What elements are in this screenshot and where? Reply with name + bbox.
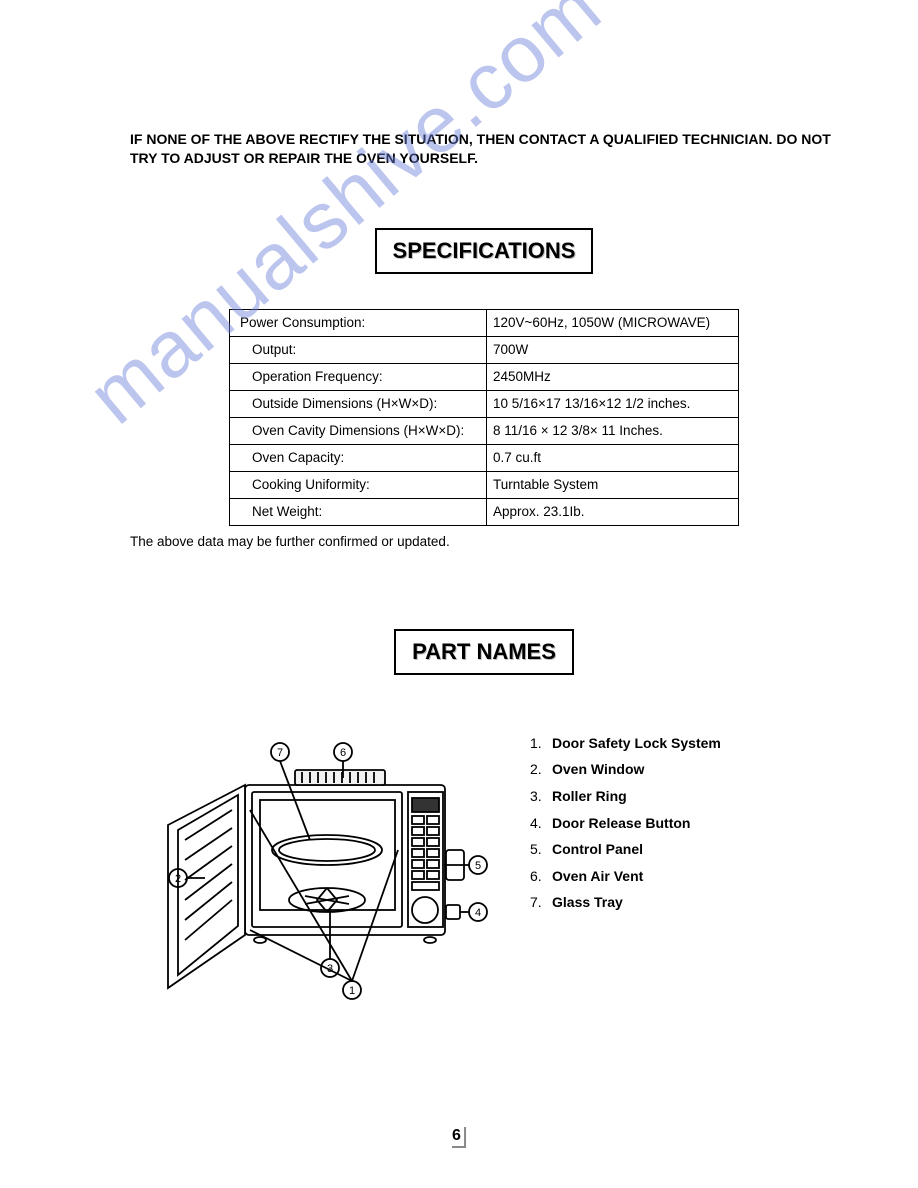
table-row: Net Weight:Approx. 23.1Ib. xyxy=(230,498,739,525)
spec-value: 10 5/16×17 13/16×12 1/2 inches. xyxy=(486,390,738,417)
specifications-table: Power Consumption:120V~60Hz, 1050W (MICR… xyxy=(229,309,739,526)
table-row: Oven Capacity:0.7 cu.ft xyxy=(230,444,739,471)
table-row: Oven Cavity Dimensions (H×W×D):8 11/16 ×… xyxy=(230,417,739,444)
part-label: Door Safety Lock System xyxy=(552,735,721,751)
callout-2: 2 xyxy=(175,873,181,885)
part-label: Oven Air Vent xyxy=(552,868,643,884)
spec-label: Net Weight: xyxy=(230,498,487,525)
parts-list: 1.Door Safety Lock System 2.Oven Window … xyxy=(530,710,838,916)
part-number: 7. xyxy=(530,889,552,916)
part-names-heading: PART NAMES xyxy=(394,629,574,675)
spec-label: Power Consumption: xyxy=(230,309,487,336)
callout-6: 6 xyxy=(340,747,346,759)
microwave-diagram: 7 6 5 4 3 2 1 xyxy=(130,710,490,1010)
part-label: Door Release Button xyxy=(552,815,690,831)
part-label: Glass Tray xyxy=(552,894,623,910)
list-item: 7.Glass Tray xyxy=(530,889,838,916)
specifications-heading: SPECIFICATIONS xyxy=(375,228,594,274)
spec-value: Turntable System xyxy=(486,471,738,498)
callout-4: 4 xyxy=(475,907,481,919)
spec-label: Cooking Uniformity: xyxy=(230,471,487,498)
spec-value: 700W xyxy=(486,336,738,363)
list-item: 3.Roller Ring xyxy=(530,783,838,810)
table-row: Outside Dimensions (H×W×D):10 5/16×17 13… xyxy=(230,390,739,417)
spec-label: Outside Dimensions (H×W×D): xyxy=(230,390,487,417)
part-names-heading-wrap: PART NAMES xyxy=(130,629,838,675)
spec-value: 0.7 cu.ft xyxy=(486,444,738,471)
microwave-diagram-svg: 7 6 5 4 3 2 1 xyxy=(130,710,490,1010)
part-number: 4. xyxy=(530,810,552,837)
list-item: 2.Oven Window xyxy=(530,756,838,783)
specifications-footnote: The above data may be further confirmed … xyxy=(130,534,838,549)
manual-page: IF NONE OF THE ABOVE RECTIFY THE SITUATI… xyxy=(0,0,918,1050)
spec-label: Oven Cavity Dimensions (H×W×D): xyxy=(230,417,487,444)
part-label: Oven Window xyxy=(552,761,644,777)
part-label: Control Panel xyxy=(552,841,643,857)
spec-label: Oven Capacity: xyxy=(230,444,487,471)
spec-label: Operation Frequency: xyxy=(230,363,487,390)
list-item: 5.Control Panel xyxy=(530,836,838,863)
callout-5: 5 xyxy=(475,860,481,872)
list-item: 4.Door Release Button xyxy=(530,810,838,837)
callout-7: 7 xyxy=(277,747,283,759)
table-row: Output:700W xyxy=(230,336,739,363)
spec-value: 2450MHz xyxy=(486,363,738,390)
parts-section: 7 6 5 4 3 2 1 xyxy=(130,710,838,1010)
list-item: 6.Oven Air Vent xyxy=(530,863,838,890)
spec-value: 120V~60Hz, 1050W (MICROWAVE) xyxy=(486,309,738,336)
part-label: Roller Ring xyxy=(552,788,627,804)
spec-value: 8 11/16 × 12 3/8× 11 Inches. xyxy=(486,417,738,444)
part-number: 5. xyxy=(530,836,552,863)
part-number: 2. xyxy=(530,756,552,783)
callout-1: 1 xyxy=(349,985,355,997)
specifications-heading-wrap: SPECIFICATIONS xyxy=(130,228,838,274)
spec-label: Output: xyxy=(230,336,487,363)
spec-value: Approx. 23.1Ib. xyxy=(486,498,738,525)
warning-paragraph: IF NONE OF THE ABOVE RECTIFY THE SITUATI… xyxy=(130,130,838,168)
table-row: Operation Frequency:2450MHz xyxy=(230,363,739,390)
table-row: Power Consumption:120V~60Hz, 1050W (MICR… xyxy=(230,309,739,336)
list-item: 1.Door Safety Lock System xyxy=(530,730,838,757)
page-number: 6 xyxy=(452,1127,466,1148)
part-number: 3. xyxy=(530,783,552,810)
part-number: 6. xyxy=(530,863,552,890)
table-row: Cooking Uniformity:Turntable System xyxy=(230,471,739,498)
part-number: 1. xyxy=(530,730,552,757)
